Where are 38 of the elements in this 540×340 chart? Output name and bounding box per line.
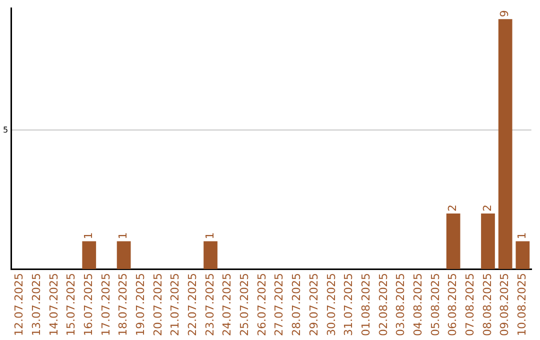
data-label: 1 — [203, 232, 216, 240]
x-tick-label: 30.07.2025 — [324, 273, 338, 336]
x-tick-label: 03.08.2025 — [394, 273, 408, 336]
data-label: 1 — [116, 232, 130, 240]
x-tick-label: 24.07.2025 — [220, 273, 234, 336]
x-tick-label: 22.07.2025 — [186, 273, 200, 336]
x-tick-label: 17.07.2025 — [99, 273, 112, 336]
data-label: 1 — [82, 232, 95, 240]
x-tick-label: 14.07.2025 — [47, 273, 60, 336]
x-tick-label: 01.08.2025 — [359, 273, 372, 336]
x-tick-label: 15.07.2025 — [64, 273, 78, 336]
x-tick-label: 02.08.2025 — [376, 273, 390, 336]
x-tick-label: 21.07.2025 — [168, 273, 182, 336]
x-tick-label: 13.07.2025 — [30, 273, 43, 336]
x-tick-label: 07.08.2025 — [464, 273, 476, 336]
x-tick-label: 23.07.2025 — [203, 273, 216, 336]
x-tick-label: 12.07.2025 — [12, 273, 26, 336]
x-tick-label: 16.07.2025 — [82, 273, 95, 336]
data-label: 2 — [446, 204, 460, 212]
x-tick-label: 25.07.2025 — [238, 273, 252, 336]
x-tick-label: 31.07.2025 — [342, 273, 356, 336]
x-tick-label: 29.07.2025 — [307, 273, 320, 336]
x-tick-label: 09.08.2025 — [498, 273, 512, 336]
data-label: 9 — [498, 10, 512, 18]
x-tick-label: 08.08.2025 — [480, 273, 494, 336]
x-tick-label: 04.08.2025 — [411, 273, 424, 336]
data-label: 2 — [480, 204, 494, 212]
x-tick-label: 28.07.2025 — [290, 273, 304, 336]
x-tick-label: 27.07.2025 — [272, 273, 286, 336]
x-tick-label: 20.07.2025 — [151, 273, 164, 336]
x-tick-label: 06.08.2025 — [446, 273, 460, 336]
x-tick-label: 10.08.2025 — [516, 273, 529, 336]
x-tick-label: 05.08.2025 — [428, 273, 442, 336]
data-label: 1 — [516, 232, 529, 240]
x-tick-label: 26.07.2025 — [255, 273, 268, 336]
y-tick-label: 5 — [2, 125, 8, 134]
x-tick-label: 19.07.2025 — [134, 273, 148, 336]
x-tick-label: 18.07.2025 — [116, 273, 130, 336]
